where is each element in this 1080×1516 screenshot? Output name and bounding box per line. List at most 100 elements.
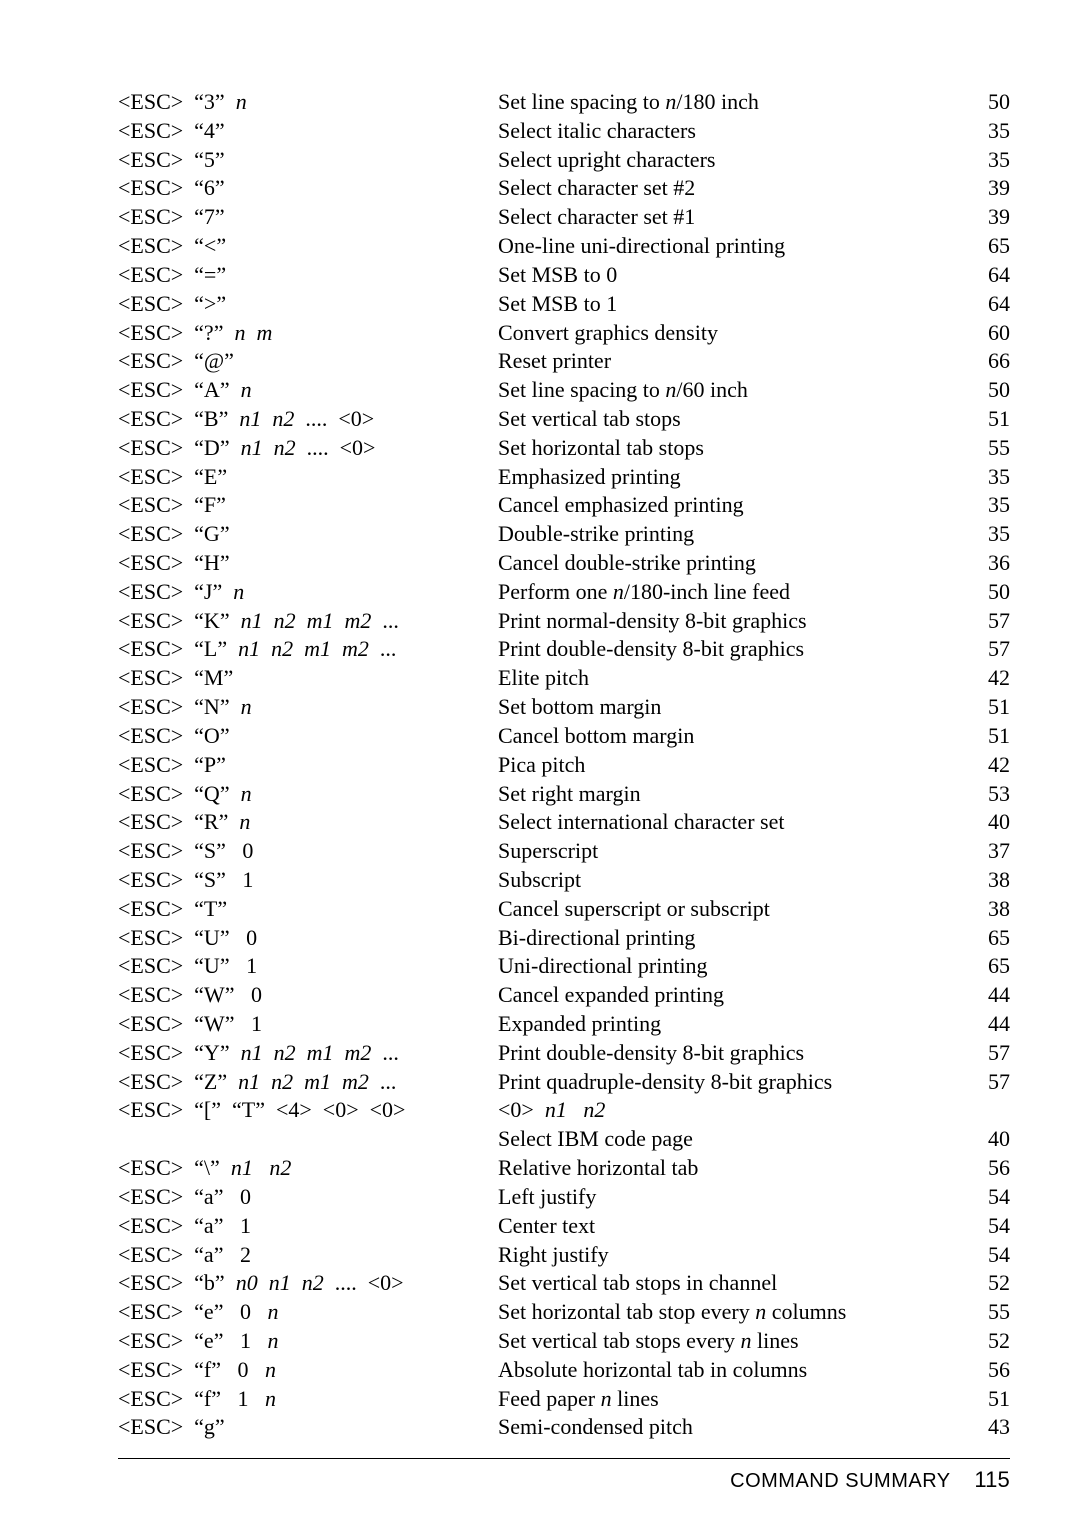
table-row: <ESC> “W” 0Cancel expanded printing44 xyxy=(118,981,1010,1010)
table-row: <ESC> “e” 1 nSet vertical tab stops ever… xyxy=(118,1327,1010,1356)
page-cell: 53 xyxy=(966,780,1010,809)
page-cell: 36 xyxy=(966,549,1010,578)
cmd-cell: <ESC> “Z” n1 n2 m1 m2 ... xyxy=(118,1068,498,1097)
page-cell: 65 xyxy=(966,952,1010,981)
cmd-cell: <ESC> “H” xyxy=(118,549,498,578)
cmd-cell: <ESC> “J” n xyxy=(118,578,498,607)
desc-cell: Cancel bottom margin xyxy=(498,722,966,751)
desc-cell: Select upright characters xyxy=(498,146,966,175)
desc-cell: Cancel superscript or subscript xyxy=(498,895,966,924)
page-cell: 35 xyxy=(966,520,1010,549)
page-cell: 38 xyxy=(966,895,1010,924)
cmd-cell: <ESC> “@” xyxy=(118,347,498,376)
page-footer: COMMAND SUMMARY 115 xyxy=(118,1458,1010,1493)
page-cell: 51 xyxy=(966,693,1010,722)
cmd-cell: <ESC> “W” 1 xyxy=(118,1010,498,1039)
table-row: <ESC> “M”Elite pitch42 xyxy=(118,664,1010,693)
desc-cell: Select italic characters xyxy=(498,117,966,146)
table-row: <ESC> “K” n1 n2 m1 m2 ...Print normal-de… xyxy=(118,607,1010,636)
desc-cell: One-line uni-directional printing xyxy=(498,232,966,261)
page-cell: 39 xyxy=(966,174,1010,203)
desc-cell: Double-strike printing xyxy=(498,520,966,549)
page-cell: 57 xyxy=(966,607,1010,636)
page-cell: 50 xyxy=(966,88,1010,117)
cmd-cell: <ESC> “R” n xyxy=(118,808,498,837)
page-cell: 44 xyxy=(966,981,1010,1010)
table-row: <ESC> “U” 0Bi-directional printing65 xyxy=(118,924,1010,953)
page-cell: 42 xyxy=(966,751,1010,780)
desc-cell: Perform one n/180-inch line feed xyxy=(498,578,966,607)
desc-cell: Expanded printing xyxy=(498,1010,966,1039)
page-cell: 51 xyxy=(966,722,1010,751)
cmd-cell: <ESC> “P” xyxy=(118,751,498,780)
cmd-cell: <ESC> “<” xyxy=(118,232,498,261)
desc-cell: Absolute horizontal tab in columns xyxy=(498,1356,966,1385)
table-row: <ESC> “\” n1 n2Relative horizontal tab56 xyxy=(118,1154,1010,1183)
page-cell: 50 xyxy=(966,376,1010,405)
table-row: <ESC> “3” nSet line spacing to n/180 inc… xyxy=(118,88,1010,117)
desc-cell: Set vertical tab stops in channel xyxy=(498,1269,966,1298)
page-cell: 57 xyxy=(966,1068,1010,1097)
page-cell: 57 xyxy=(966,1039,1010,1068)
cmd-cell: <ESC> “f” 0 n xyxy=(118,1356,498,1385)
table-row: <ESC> “f” 0 nAbsolute horizontal tab in … xyxy=(118,1356,1010,1385)
cmd-cell: <ESC> “K” n1 n2 m1 m2 ... xyxy=(118,607,498,636)
page-cell: 55 xyxy=(966,1298,1010,1327)
cmd-cell: <ESC> “A” n xyxy=(118,376,498,405)
desc-cell: Right justify xyxy=(498,1241,966,1270)
desc-cell: Select international character set xyxy=(498,808,966,837)
table-row: <ESC> “J” nPerform one n/180-inch line f… xyxy=(118,578,1010,607)
desc-cell: Elite pitch xyxy=(498,664,966,693)
cmd-cell: <ESC> “6” xyxy=(118,174,498,203)
table-row: <ESC> “B” n1 n2 .... <0>Set vertical tab… xyxy=(118,405,1010,434)
cmd-cell: <ESC> “U” 0 xyxy=(118,924,498,953)
cmd-cell: <ESC> “a” 2 xyxy=(118,1241,498,1270)
cmd-cell: <ESC> “5” xyxy=(118,146,498,175)
page-cell: 39 xyxy=(966,203,1010,232)
desc-cell: Print double-density 8-bit graphics xyxy=(498,635,966,664)
table-row: <ESC> “D” n1 n2 .... <0>Set horizontal t… xyxy=(118,434,1010,463)
desc-cell: Set right margin xyxy=(498,780,966,809)
desc-cell: Set horizontal tab stops xyxy=(498,434,966,463)
table-row: <ESC> “a” 0Left justify54 xyxy=(118,1183,1010,1212)
page-cell: 55 xyxy=(966,434,1010,463)
page-cell: 50 xyxy=(966,578,1010,607)
cmd-cell: <ESC> “M” xyxy=(118,664,498,693)
table-row: <ESC> “N” nSet bottom margin51 xyxy=(118,693,1010,722)
page-cell: 56 xyxy=(966,1154,1010,1183)
cmd-cell: <ESC> “S” 0 xyxy=(118,837,498,866)
table-row: <ESC> “6”Select character set #239 xyxy=(118,174,1010,203)
page-cell: 42 xyxy=(966,664,1010,693)
page-cell: 35 xyxy=(966,491,1010,520)
desc-cell: Convert graphics density xyxy=(498,319,966,348)
table-row: <ESC> “Y” n1 n2 m1 m2 ...Print double-de… xyxy=(118,1039,1010,1068)
desc-cell: Print quadruple-density 8-bit graphics xyxy=(498,1068,966,1097)
cmd-cell: <ESC> “U” 1 xyxy=(118,952,498,981)
table-row: Select IBM code page40 xyxy=(118,1125,1010,1154)
page-cell: 56 xyxy=(966,1356,1010,1385)
cmd-cell: <ESC> “e” 0 n xyxy=(118,1298,498,1327)
cmd-cell: <ESC> “E” xyxy=(118,463,498,492)
table-row: <ESC> “Q” nSet right margin53 xyxy=(118,780,1010,809)
table-row: <ESC> “S” 0Superscript37 xyxy=(118,837,1010,866)
table-row: <ESC> “E”Emphasized printing35 xyxy=(118,463,1010,492)
cmd-cell: <ESC> “a” 0 xyxy=(118,1183,498,1212)
table-row: <ESC> “F”Cancel emphasized printing35 xyxy=(118,491,1010,520)
desc-cell: <0> n1 n2 xyxy=(498,1096,966,1125)
page-cell: 54 xyxy=(966,1241,1010,1270)
page-cell: 51 xyxy=(966,1385,1010,1414)
table-row: <ESC> “S” 1Subscript38 xyxy=(118,866,1010,895)
table-row: <ESC> “O”Cancel bottom margin51 xyxy=(118,722,1010,751)
cmd-cell: <ESC> “g” xyxy=(118,1413,498,1442)
table-row: <ESC> “7”Select character set #139 xyxy=(118,203,1010,232)
cmd-cell: <ESC> “[” “T” <4> <0> <0> xyxy=(118,1096,498,1125)
page-cell: 65 xyxy=(966,924,1010,953)
cmd-cell: <ESC> “S” 1 xyxy=(118,866,498,895)
desc-cell: Left justify xyxy=(498,1183,966,1212)
cmd-cell: <ESC> “7” xyxy=(118,203,498,232)
cmd-cell: <ESC> “G” xyxy=(118,520,498,549)
table-row: <ESC> “H”Cancel double-strike printing36 xyxy=(118,549,1010,578)
cmd-cell: <ESC> “D” n1 n2 .... <0> xyxy=(118,434,498,463)
cmd-cell: <ESC> “f” 1 n xyxy=(118,1385,498,1414)
desc-cell: Print double-density 8-bit graphics xyxy=(498,1039,966,1068)
